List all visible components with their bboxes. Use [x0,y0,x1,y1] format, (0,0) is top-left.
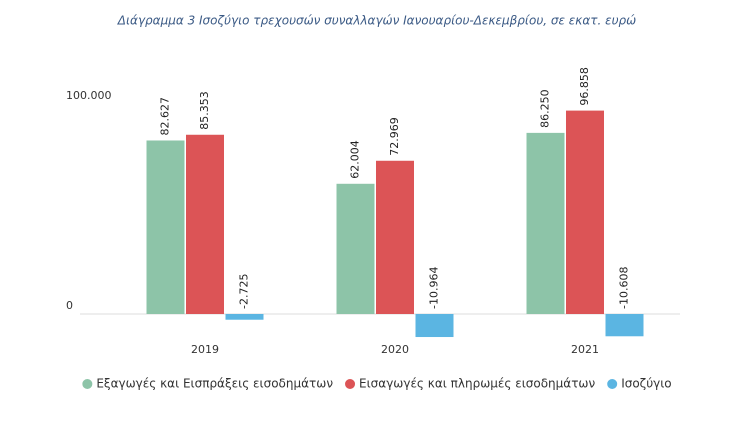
legend-marker [82,379,93,389]
bar [225,314,264,320]
value-label: 85.353 [198,91,211,130]
legend-label: Ισοζύγιο [621,377,671,391]
bar [526,132,565,314]
value-label: 96.858 [578,67,591,106]
legend-marker [607,379,618,389]
legend-label: Εισαγωγές και πληρωμές εισοδημάτων [359,377,595,391]
value-label: 72.969 [388,117,401,156]
value-label: -2.725 [238,274,251,309]
bar [336,183,375,314]
value-label: -10.964 [428,267,441,309]
value-label: -10.608 [618,267,631,309]
bar [605,314,644,337]
bar [186,134,224,314]
x-tick-label: 2021 [571,343,599,356]
bar [415,314,454,338]
legend-marker [345,379,356,389]
value-label: 86.250 [539,89,552,128]
bar [146,140,185,314]
value-label: 62.004 [349,140,362,179]
value-label: 82.627 [159,97,172,136]
bar [376,160,414,314]
y-tick-label: 0 [66,299,73,312]
x-tick-label: 2020 [381,343,409,356]
chart-title: Διάγραμμα 3 Ισοζύγιο τρεχουσών συναλλαγώ… [117,14,636,28]
bar [566,110,604,314]
x-tick-label: 2019 [191,343,219,356]
legend-label: Εξαγωγές και Εισπράξεις εισοδημάτων [96,377,333,391]
y-tick-label: 100.000 [66,89,112,102]
